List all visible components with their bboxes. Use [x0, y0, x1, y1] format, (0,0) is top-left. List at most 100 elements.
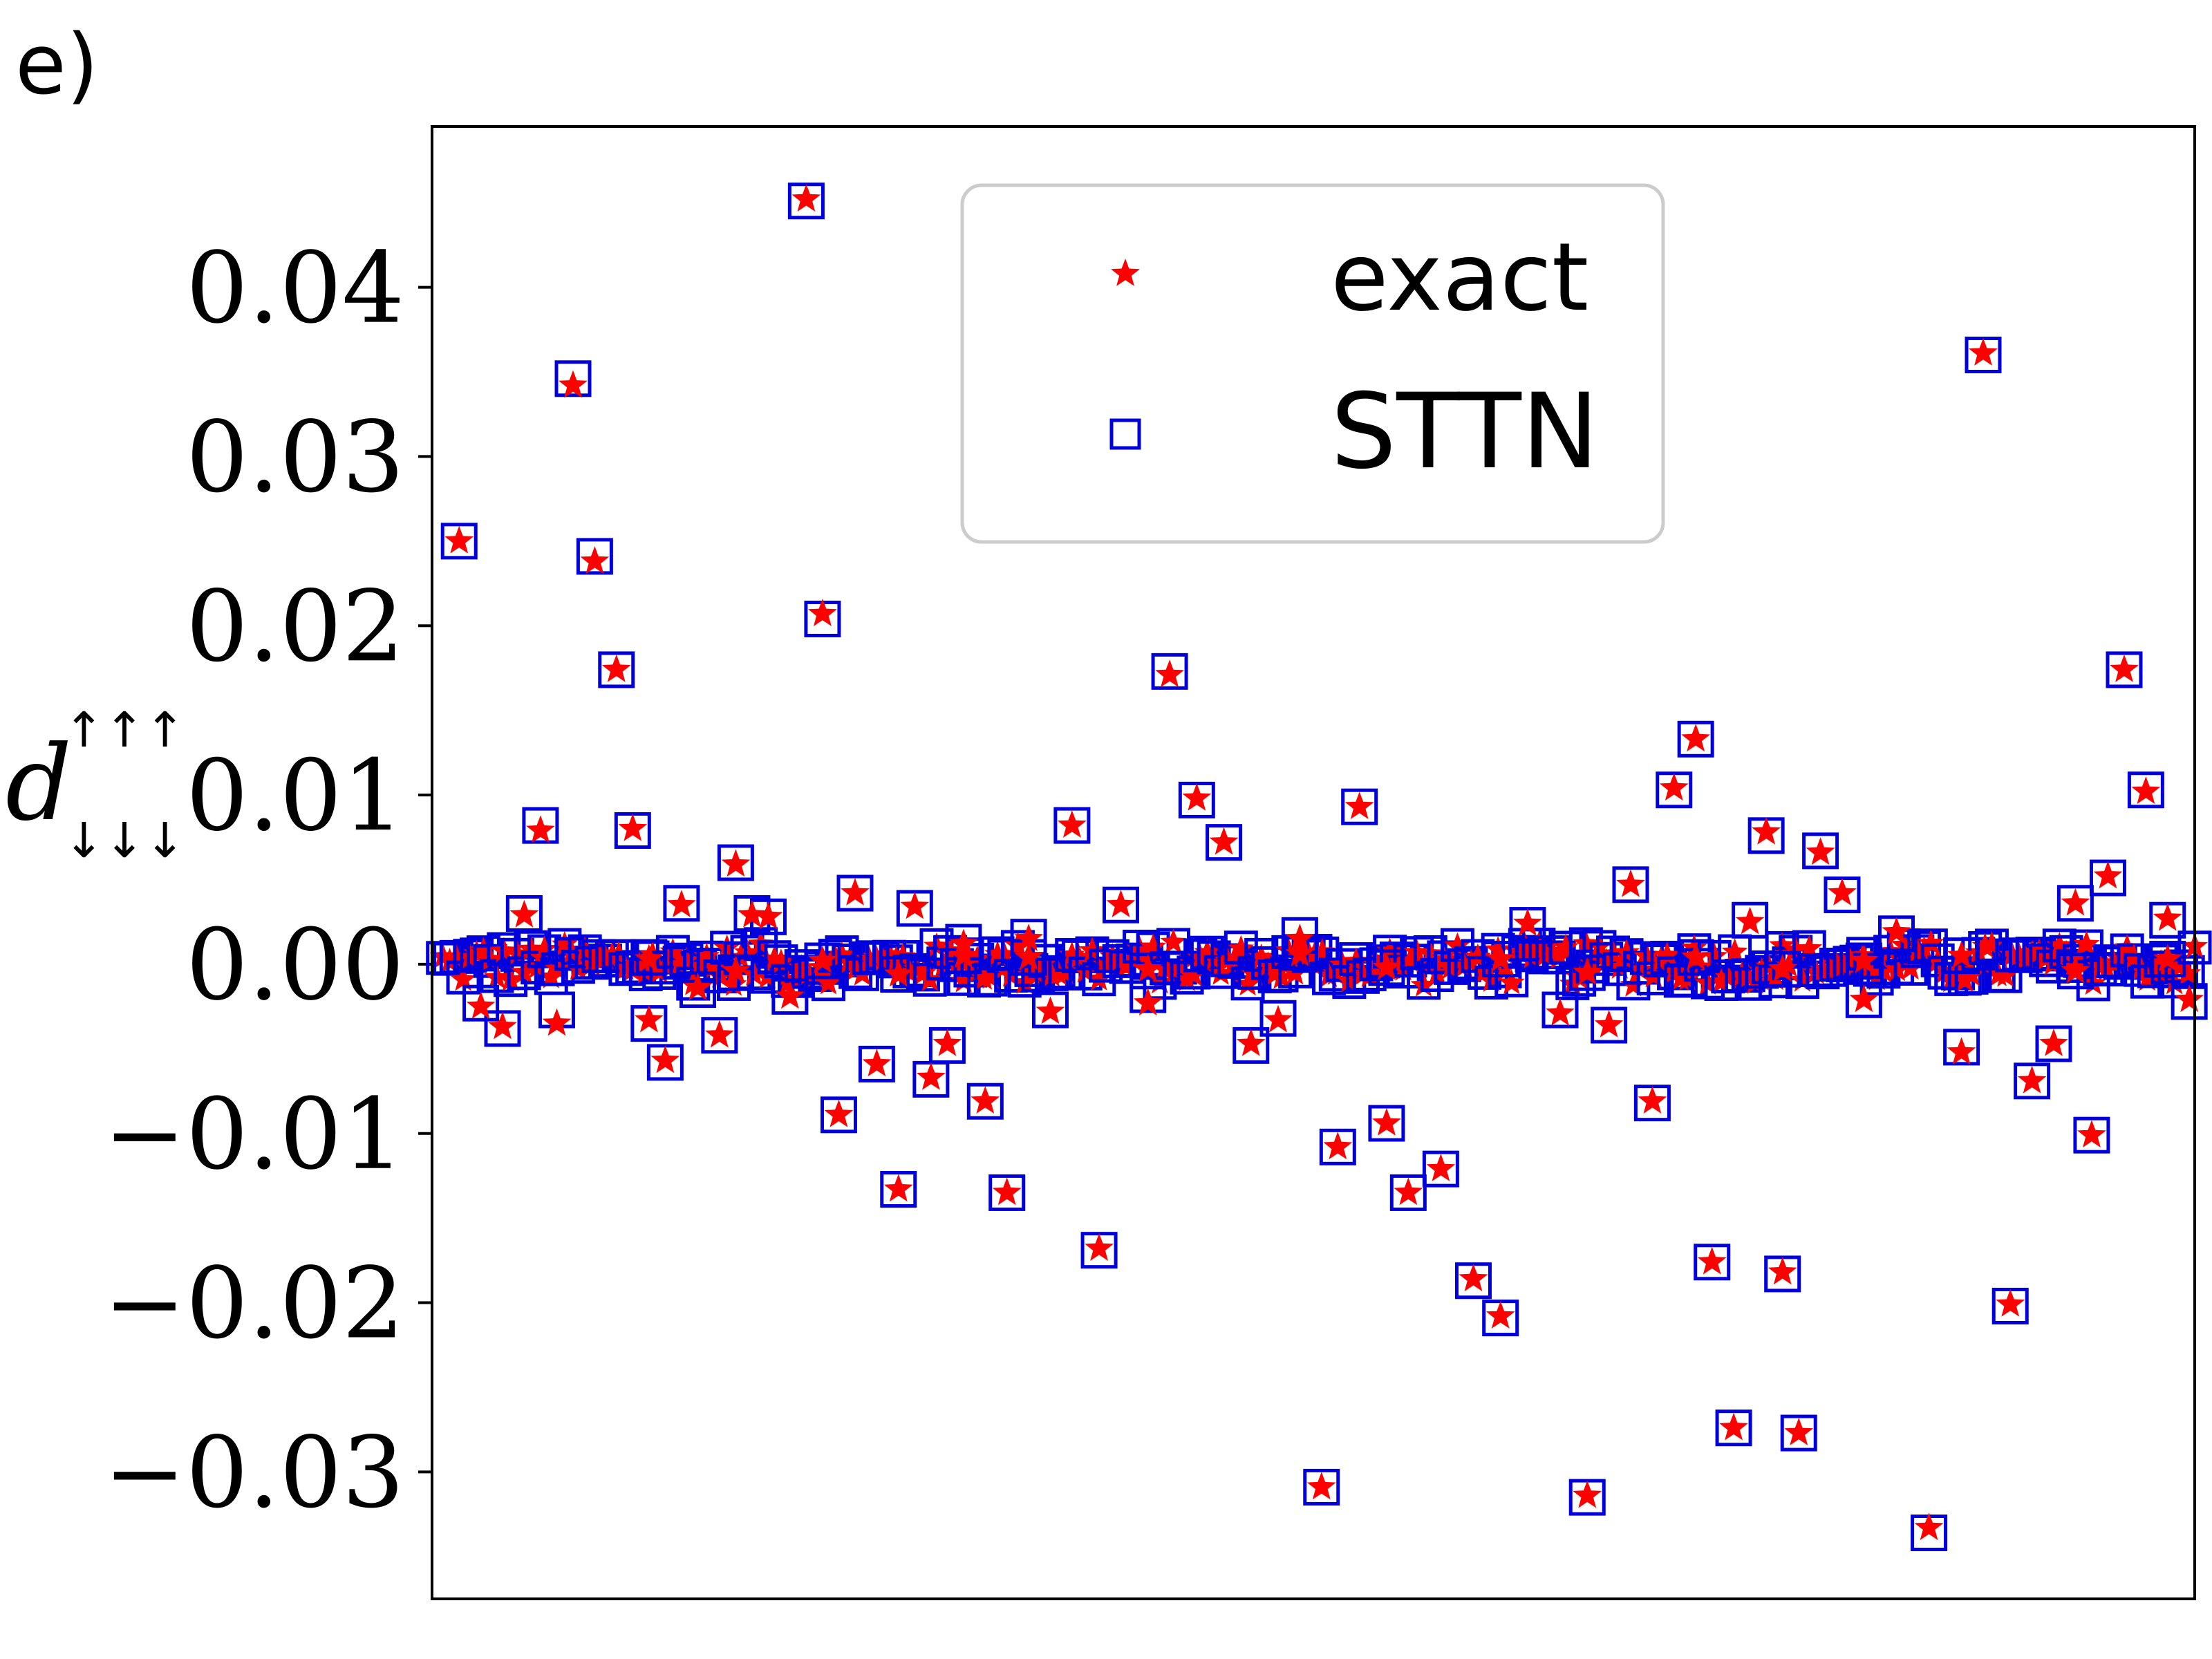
baseline-star-marker: [767, 948, 794, 974]
sttn-point: [1943, 1029, 1980, 1066]
y-tick-label: 0.04: [186, 232, 404, 346]
exact-point: [1969, 338, 1998, 366]
baseline-star-marker: [1262, 960, 1288, 986]
baseline-star-marker: [531, 935, 558, 961]
baseline-star-marker: [693, 942, 720, 968]
legend-label-exact: exact: [1331, 223, 1588, 332]
sttn-point: [1568, 954, 1606, 991]
y-tick-label: 0.00: [186, 908, 404, 1022]
baseline-star-marker: [1653, 941, 1680, 967]
exact-point: [1752, 816, 1781, 845]
sttn-point: [966, 1082, 1004, 1120]
exact-point: [1306, 1472, 1336, 1500]
y-axis-label-superscript: ↑↑↑: [64, 702, 185, 758]
exact-point: [650, 1045, 680, 1074]
sttn-point: [804, 942, 841, 980]
baseline-star-marker: [815, 969, 842, 995]
exact-point: [2175, 984, 2204, 1013]
exact-point: [1697, 1246, 1727, 1275]
sttn-point: [988, 1174, 1026, 1211]
exact-point: [1882, 917, 1911, 945]
exact-point: [1209, 827, 1239, 855]
baseline-star-marker: [450, 966, 477, 991]
baseline-star-marker: [1708, 968, 1735, 993]
exact-point: [1372, 952, 1401, 980]
sttn-point: [462, 984, 500, 1022]
sttn-point: [2056, 885, 2094, 922]
exact-point: [721, 849, 751, 877]
sttn-point: [1780, 1414, 1817, 1452]
sttn-point: [1694, 1244, 1731, 1281]
exact-point: [2061, 955, 2090, 984]
baseline-star-marker: [470, 937, 497, 962]
exact-point: [2061, 888, 2090, 916]
sttn-point: [598, 651, 635, 688]
sttn-point: [1151, 653, 1188, 690]
exact-point: [1573, 957, 1602, 985]
exact-point: [1394, 1177, 1423, 1206]
sttn-point: [717, 844, 754, 881]
exact-point: [791, 184, 821, 212]
sttn-point: [1368, 949, 1405, 986]
exact-point: [1768, 1257, 1797, 1285]
exact-point: [559, 370, 588, 398]
sttn-point: [1943, 937, 1980, 975]
exact-point: [2153, 944, 2182, 972]
exact-point: [883, 959, 913, 987]
exact-point: [1735, 906, 1765, 935]
exact-point: [992, 1177, 1022, 1206]
exact-point: [1546, 997, 1575, 1026]
exact-point: [1681, 724, 1711, 752]
y-axis-label: d ↑↑↑ ↓↓↓: [6, 702, 185, 869]
exact-point: [1784, 1418, 1814, 1445]
sttn-point: [771, 977, 809, 1015]
exact-point: [2077, 1120, 2106, 1147]
baseline-star-marker: [1951, 966, 1978, 992]
baseline-star-marker: [1160, 928, 1187, 954]
sttn-point: [1422, 1150, 1459, 1188]
baseline-star-marker: [1721, 938, 1748, 964]
baseline-square-marker: [2171, 955, 2205, 989]
sttn-point: [1341, 788, 1378, 825]
exact-point: [542, 1008, 572, 1036]
legend-box: [960, 183, 1665, 544]
exact-point: [1806, 837, 1835, 865]
sttn-point: [1802, 832, 1839, 870]
baseline-star-marker: [700, 953, 727, 979]
y-tick-label: 0.03: [186, 400, 404, 514]
sttn-point: [701, 1017, 738, 1054]
exact-point: [1594, 1010, 1624, 1038]
exact-point: [444, 525, 474, 554]
baseline-star-marker: [1498, 969, 1525, 995]
exact-point: [1035, 996, 1065, 1024]
exact-point: [900, 891, 930, 919]
baseline-star-marker: [1085, 965, 1112, 991]
baseline-star-marker: [829, 941, 855, 966]
exact-point: [2110, 654, 2139, 682]
exact-point: [1719, 1412, 1748, 1441]
sttn-point: [2149, 941, 2186, 978]
exact-point: [1133, 954, 1163, 982]
sttn-point: [440, 523, 478, 560]
sttn-point: [2127, 771, 2164, 809]
exact-point: [1768, 954, 1797, 982]
baseline-star-marker: [977, 964, 1004, 989]
exact-point: [2017, 1065, 2047, 1094]
exact-point: [2039, 1029, 2068, 1056]
baseline-star-marker: [2134, 966, 2161, 991]
baseline-star-marker: [1194, 939, 1221, 964]
baseline-star-marker: [1978, 931, 2005, 957]
sttn-point: [1482, 941, 1519, 978]
exact-point: [1426, 1154, 1456, 1181]
exact-point: [2131, 776, 2161, 804]
baseline-star-marker: [1248, 944, 1275, 969]
sttn-point: [663, 885, 700, 922]
exact-point: [775, 981, 805, 1009]
exact-point: [1828, 878, 1857, 906]
legend: exact STTN: [960, 183, 1665, 544]
exact-point: [580, 546, 610, 574]
exact-point: [466, 991, 496, 1019]
exact-point: [1285, 939, 1315, 966]
y-axis-label-subscript: ↓↓↓: [64, 812, 185, 869]
y-axis-label-symbol: d: [6, 724, 72, 844]
